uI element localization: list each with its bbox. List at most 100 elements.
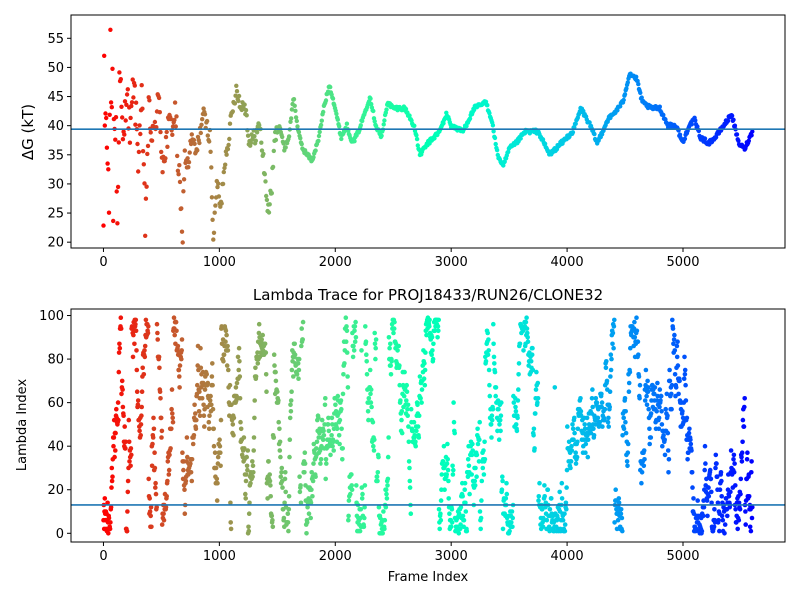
bottom-point <box>639 470 645 475</box>
bottom-point <box>474 474 479 480</box>
bottom-point <box>744 457 750 462</box>
top-point <box>211 230 217 235</box>
bottom-point <box>647 426 652 432</box>
bottom-point <box>264 389 269 395</box>
bottom-point <box>299 326 305 331</box>
bottom-point <box>300 319 306 325</box>
bottom-point <box>168 446 173 451</box>
bottom-point <box>141 372 147 377</box>
bottom-point <box>680 409 685 414</box>
bottom-point <box>656 426 662 432</box>
top-point <box>234 83 239 89</box>
bottom-point <box>197 413 203 419</box>
bottom-point <box>656 415 662 421</box>
bottom-point <box>608 367 614 373</box>
top-x-tick-label: 0 <box>99 255 107 270</box>
bottom-point <box>243 491 248 497</box>
bottom-point <box>367 367 373 373</box>
bottom-point <box>570 426 576 432</box>
bottom-point <box>289 389 294 395</box>
bottom-point <box>148 513 153 519</box>
bottom-point <box>323 396 328 401</box>
bottom-point <box>439 487 444 493</box>
bottom-point <box>319 417 325 423</box>
bottom-point <box>231 415 237 421</box>
bottom-point <box>175 343 181 349</box>
bottom-point <box>531 433 536 438</box>
bottom-point <box>664 391 670 397</box>
top-point <box>259 140 264 145</box>
bottom-point <box>295 361 301 366</box>
bottom-point <box>589 396 595 401</box>
top-point <box>102 123 108 128</box>
top-point <box>170 132 175 137</box>
bottom-point <box>214 498 220 503</box>
top-point <box>358 123 363 128</box>
bottom-point <box>344 350 350 355</box>
bottom-point <box>113 448 118 453</box>
top-point <box>181 177 187 182</box>
top-point <box>261 151 266 157</box>
bottom-point <box>722 531 727 536</box>
bottom-point <box>623 419 628 425</box>
bottom-point <box>321 428 326 434</box>
top-point <box>518 136 523 141</box>
bottom-point <box>288 409 294 414</box>
bottom-point <box>170 415 175 421</box>
bottom-point <box>535 400 540 405</box>
bottom-point <box>534 369 539 375</box>
bottom-point <box>625 463 630 469</box>
bottom-point <box>682 367 688 373</box>
bottom-point <box>380 531 386 536</box>
bottom-point <box>230 422 236 427</box>
bottom-point <box>251 448 256 453</box>
bottom-point <box>689 448 694 453</box>
bottom-point <box>373 337 379 342</box>
top-point <box>615 108 620 113</box>
bottom-point <box>323 476 329 482</box>
top-point <box>173 124 178 129</box>
top-point <box>163 156 168 161</box>
top-x-tick-label: 2000 <box>319 255 352 270</box>
top-point <box>369 101 374 107</box>
bottom-point <box>294 372 300 377</box>
bottom-point <box>604 378 610 384</box>
bottom-point <box>557 489 562 495</box>
bottom-point <box>563 500 569 506</box>
bottom-point <box>569 443 574 449</box>
top-point <box>693 118 698 123</box>
bottom-point <box>161 511 166 516</box>
bottom-point <box>447 511 452 516</box>
bottom-point <box>386 335 392 340</box>
top-point <box>634 74 639 80</box>
bottom-point <box>500 474 505 480</box>
bottom-point <box>308 515 314 521</box>
bottom-point <box>513 404 518 410</box>
bottom-point <box>427 317 432 323</box>
bottom-point <box>405 406 410 412</box>
bottom-point <box>287 415 293 421</box>
bottom-point <box>231 433 236 438</box>
bottom-point <box>326 415 331 421</box>
bottom-point <box>726 494 732 499</box>
top-point <box>248 140 254 146</box>
bottom-point <box>703 461 708 466</box>
bottom-point <box>663 406 668 412</box>
bottom-point <box>715 500 721 506</box>
bottom-point <box>477 419 483 425</box>
bottom-point <box>611 345 616 351</box>
bottom-point <box>237 359 242 364</box>
top-point <box>273 137 279 143</box>
bottom-point <box>530 367 536 373</box>
bottom-point <box>385 476 391 482</box>
bottom-point <box>310 494 315 499</box>
bottom-point <box>404 389 410 395</box>
bottom-point <box>645 389 651 395</box>
bottom-point <box>531 426 537 432</box>
bottom-point <box>210 382 215 388</box>
bottom-point <box>645 378 650 384</box>
top-point <box>141 162 146 167</box>
bottom-point <box>376 504 382 510</box>
bottom-x-ticks: 0 1000 2000 3000 4000 5000 <box>99 542 700 564</box>
bottom-point <box>462 480 468 486</box>
